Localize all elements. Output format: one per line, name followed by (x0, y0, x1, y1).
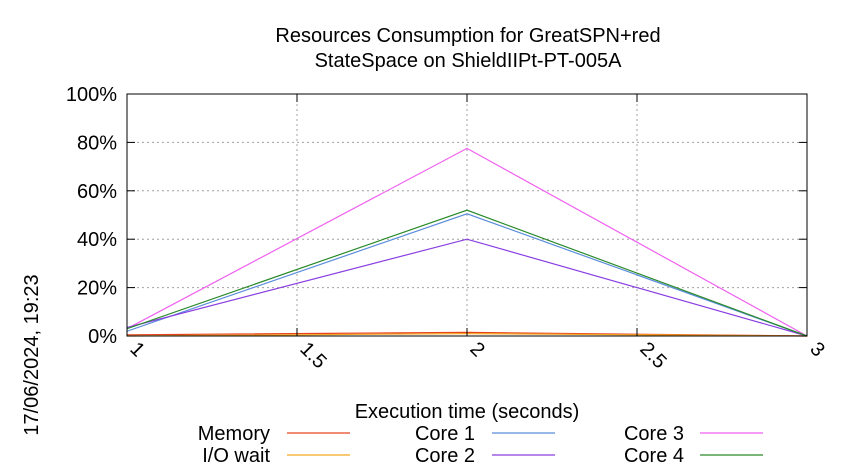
y-tick-label: 80% (77, 132, 117, 154)
x-tick-label: 1 (125, 338, 148, 361)
x-axis-ticks: 1 1.5 2 2.5 3 (125, 94, 829, 373)
legend-label-memory: Memory (198, 423, 270, 445)
series-line-core-2 (126, 238, 808, 337)
legend-label-i-o-wait: I/O wait (202, 445, 270, 467)
x-tick-label: 2.5 (635, 338, 670, 373)
chart-title-line-2: StateSpace on ShieldIIPt-PT-005A (315, 50, 623, 72)
legend: Memory Core 1 Core 3 I/O wait Core 2 Core 4 (198, 423, 763, 467)
y-tick-label: 40% (77, 229, 117, 251)
x-axis-label: Execution time (seconds) (355, 401, 580, 423)
y-tick-label: 0% (88, 326, 117, 348)
chart-title-line-1: Resources Consumption for GreatSPN+red (275, 25, 660, 47)
legend-label-core-1: Core 1 (415, 423, 475, 445)
series-line-core-1 (126, 213, 808, 337)
timestamp-label: 17/06/2024, 19:23 (21, 274, 43, 435)
legend-label-core-2: Core 2 (415, 445, 475, 467)
y-tick-label: 100% (66, 84, 117, 106)
x-tick-label: 3 (805, 338, 828, 361)
legend-label-core-3: Core 3 (624, 423, 684, 445)
legend-label-core-4: Core 4 (624, 445, 684, 467)
y-tick-label: 20% (77, 278, 117, 300)
series-line-core-4 (126, 209, 808, 337)
x-tick-label: 2 (465, 338, 488, 361)
series-line-core-3 (126, 147, 808, 337)
x-tick-label: 1.5 (295, 338, 330, 373)
y-axis-ticks: 0% 20% 40% 60% 80% 100% (66, 84, 807, 348)
y-tick-label: 60% (77, 181, 117, 203)
series-lines (126, 147, 808, 337)
